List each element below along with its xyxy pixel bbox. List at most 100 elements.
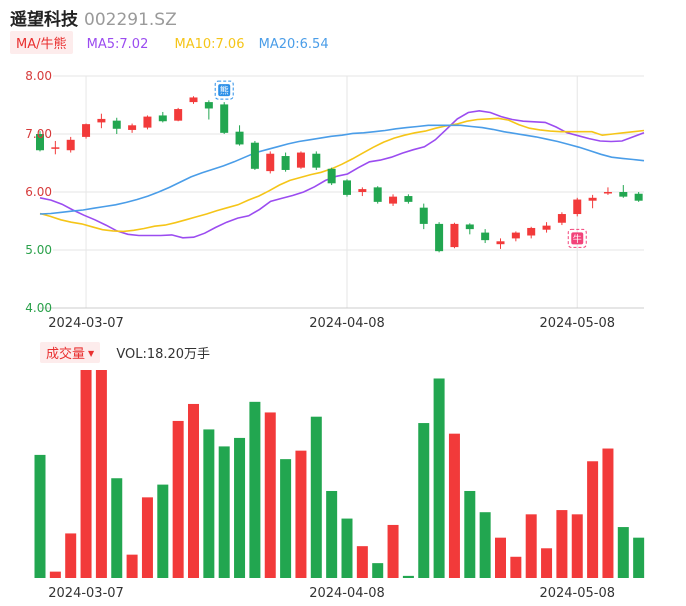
candle (250, 140, 259, 170)
volume-bar (571, 514, 583, 578)
candle (143, 115, 152, 130)
marker-frame (567, 228, 587, 248)
candle-body (312, 153, 321, 168)
candle (419, 203, 428, 230)
volume-bar (249, 401, 261, 578)
candle (450, 222, 459, 249)
volume-bar (65, 533, 77, 578)
volume-bar (433, 378, 445, 578)
candle-body (435, 223, 444, 252)
candle-body (450, 223, 459, 248)
candle-body (296, 152, 305, 168)
candle-body (189, 97, 198, 103)
volume-bar (111, 478, 123, 578)
candle-body (496, 241, 505, 245)
volume-bar (141, 497, 153, 578)
bull-signal-marker: 牛 (567, 228, 587, 248)
stock-header: 遥望科技 002291.SZ (10, 5, 177, 30)
candle-body (481, 232, 490, 241)
candle (435, 222, 444, 253)
volume-bar (617, 527, 629, 578)
candle-body (51, 147, 60, 149)
candle-body (266, 153, 275, 172)
candle-body (527, 227, 536, 236)
moving-average-lines (39, 109, 645, 239)
candle-body (542, 225, 551, 230)
volume-bar (448, 433, 460, 578)
candle (174, 107, 183, 122)
candle (189, 96, 198, 104)
candle-body (557, 214, 566, 223)
marker-label: 牛 (573, 233, 582, 245)
candle-body (389, 196, 398, 204)
candle-body (511, 232, 520, 239)
candle-body (404, 196, 413, 202)
marker-label: 熊 (220, 85, 229, 97)
volume-bar (341, 518, 353, 578)
candle (158, 111, 167, 123)
candle-body (128, 125, 137, 130)
candle-body (281, 156, 290, 170)
ma20-line (39, 124, 645, 215)
volume-bar (556, 510, 568, 578)
marker-badge (571, 232, 584, 245)
marker-frame (214, 80, 234, 100)
candle-body (204, 102, 213, 109)
candle (343, 179, 351, 197)
candle-body (66, 139, 75, 151)
date-tick-label: 2024-05-08 (539, 586, 615, 601)
candle-body (343, 180, 351, 195)
volume-bar (510, 556, 522, 578)
stock-name: 遥望科技 (10, 10, 78, 30)
candle-body (619, 192, 628, 197)
candle-body (603, 192, 612, 194)
candle (389, 194, 398, 206)
candle-body (327, 168, 336, 184)
candle (97, 113, 106, 129)
candle (588, 194, 597, 209)
candle (235, 125, 244, 146)
ma10-line (39, 117, 645, 233)
candle-body (112, 120, 121, 129)
ma-indicator-button[interactable]: MA/牛熊 (10, 31, 73, 54)
candle (573, 197, 582, 217)
date-axis-price: 2024-03-07 2024-04-08 2024-05-08 (48, 316, 615, 331)
date-tick-label: 2024-04-08 (309, 316, 385, 331)
volume-bar (49, 571, 61, 578)
date-tick-label: 2024-04-08 (309, 586, 385, 601)
volume-bar (587, 461, 599, 578)
candle-body (634, 193, 643, 201)
date-tick-label: 2024-05-08 (539, 316, 615, 331)
candle (266, 151, 275, 174)
candle (373, 186, 382, 204)
candle-body (419, 207, 428, 224)
candle (404, 194, 413, 204)
volume-bar (541, 548, 553, 578)
candle-body (36, 134, 44, 151)
chevron-down-icon: ▼ (88, 349, 95, 358)
candle (557, 212, 566, 226)
date-tick-label: 2024-03-07 (48, 586, 124, 601)
ma5-legend: MA5:7.02 (86, 37, 149, 52)
volume-bar (525, 514, 537, 578)
candle (312, 151, 321, 170)
volume-bar (310, 416, 322, 578)
candle-body (220, 104, 229, 133)
price-tick-label: 6.00 (25, 185, 52, 199)
stock-code: 002291.SZ (84, 10, 177, 30)
signal-markers: 熊牛 (214, 80, 587, 248)
volume-bar (418, 423, 430, 578)
volume-bar (157, 484, 169, 578)
volume-indicator-button[interactable]: 成交量 ▼ (40, 342, 101, 363)
volume-bar (356, 546, 368, 578)
volume-bar (387, 524, 399, 578)
volume-bar (402, 575, 414, 578)
candle (220, 102, 229, 134)
volume-bar (126, 554, 138, 578)
volume-bar (264, 412, 276, 578)
candle (619, 185, 628, 198)
price-tick-label: 4.00 (25, 301, 52, 315)
volume-bars (34, 370, 645, 578)
candle-body (465, 224, 474, 230)
